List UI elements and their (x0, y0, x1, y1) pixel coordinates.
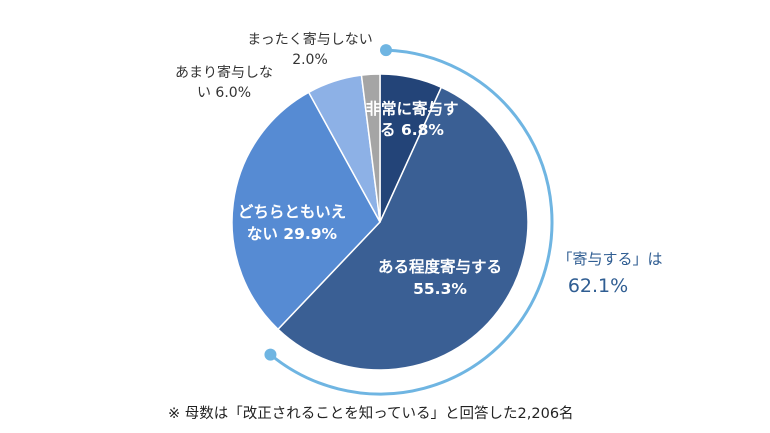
slice-label-4-line-2: い 6.0% (197, 85, 251, 101)
slice-label-2-line-2: 55.3% (413, 280, 467, 298)
slice-2 (276, 86, 529, 371)
callout-arc-start-dot (380, 44, 393, 57)
slice-label-4: あまり寄与しない 6.0% (175, 64, 273, 101)
slice-label-1-line-1: 非常に寄与す (365, 99, 458, 118)
slice-label-5: まったく寄与しない 2.0% (247, 31, 372, 68)
callout-arc (264, 44, 554, 396)
slice-label-3-line-2: ない 29.9% (247, 225, 338, 243)
pie-slices (231, 73, 529, 371)
slice-label-3-line-1: どちらともいえ (238, 203, 346, 221)
slice-label-4-line-1: あまり寄与しな (175, 64, 273, 81)
callout-text: 「寄与する」は 62.1% (557, 250, 662, 297)
callout-arc-end-dot (264, 348, 277, 361)
pie-labels: 非常に寄与する 6.8% ある程度寄与する 55.3% どちらともいえない 29.9%… (175, 31, 502, 298)
slice-label-1-line-2: る 6.8% (380, 121, 444, 139)
callout-value: 62.1% (568, 275, 628, 297)
slice-5 (360, 73, 381, 223)
slice-3 (231, 91, 381, 331)
slice-label-2: ある程度寄与する 55.3% (378, 257, 502, 298)
slice-label-5-line-2: 2.0% (292, 52, 328, 68)
footnote: ※ 母数は「改正されることを知っている」と回答した2,206名 (168, 406, 574, 422)
slice-label-5-line-1: まったく寄与しない (247, 31, 372, 48)
callout-label: 「寄与する」は (557, 250, 662, 268)
slice-label-3: どちらともいえない 29.9% (238, 203, 346, 243)
slice-label-1: 非常に寄与する 6.8% (365, 99, 458, 139)
callout-arc-line (269, 48, 554, 396)
slice-label-2-line-1: ある程度寄与する (378, 257, 502, 276)
